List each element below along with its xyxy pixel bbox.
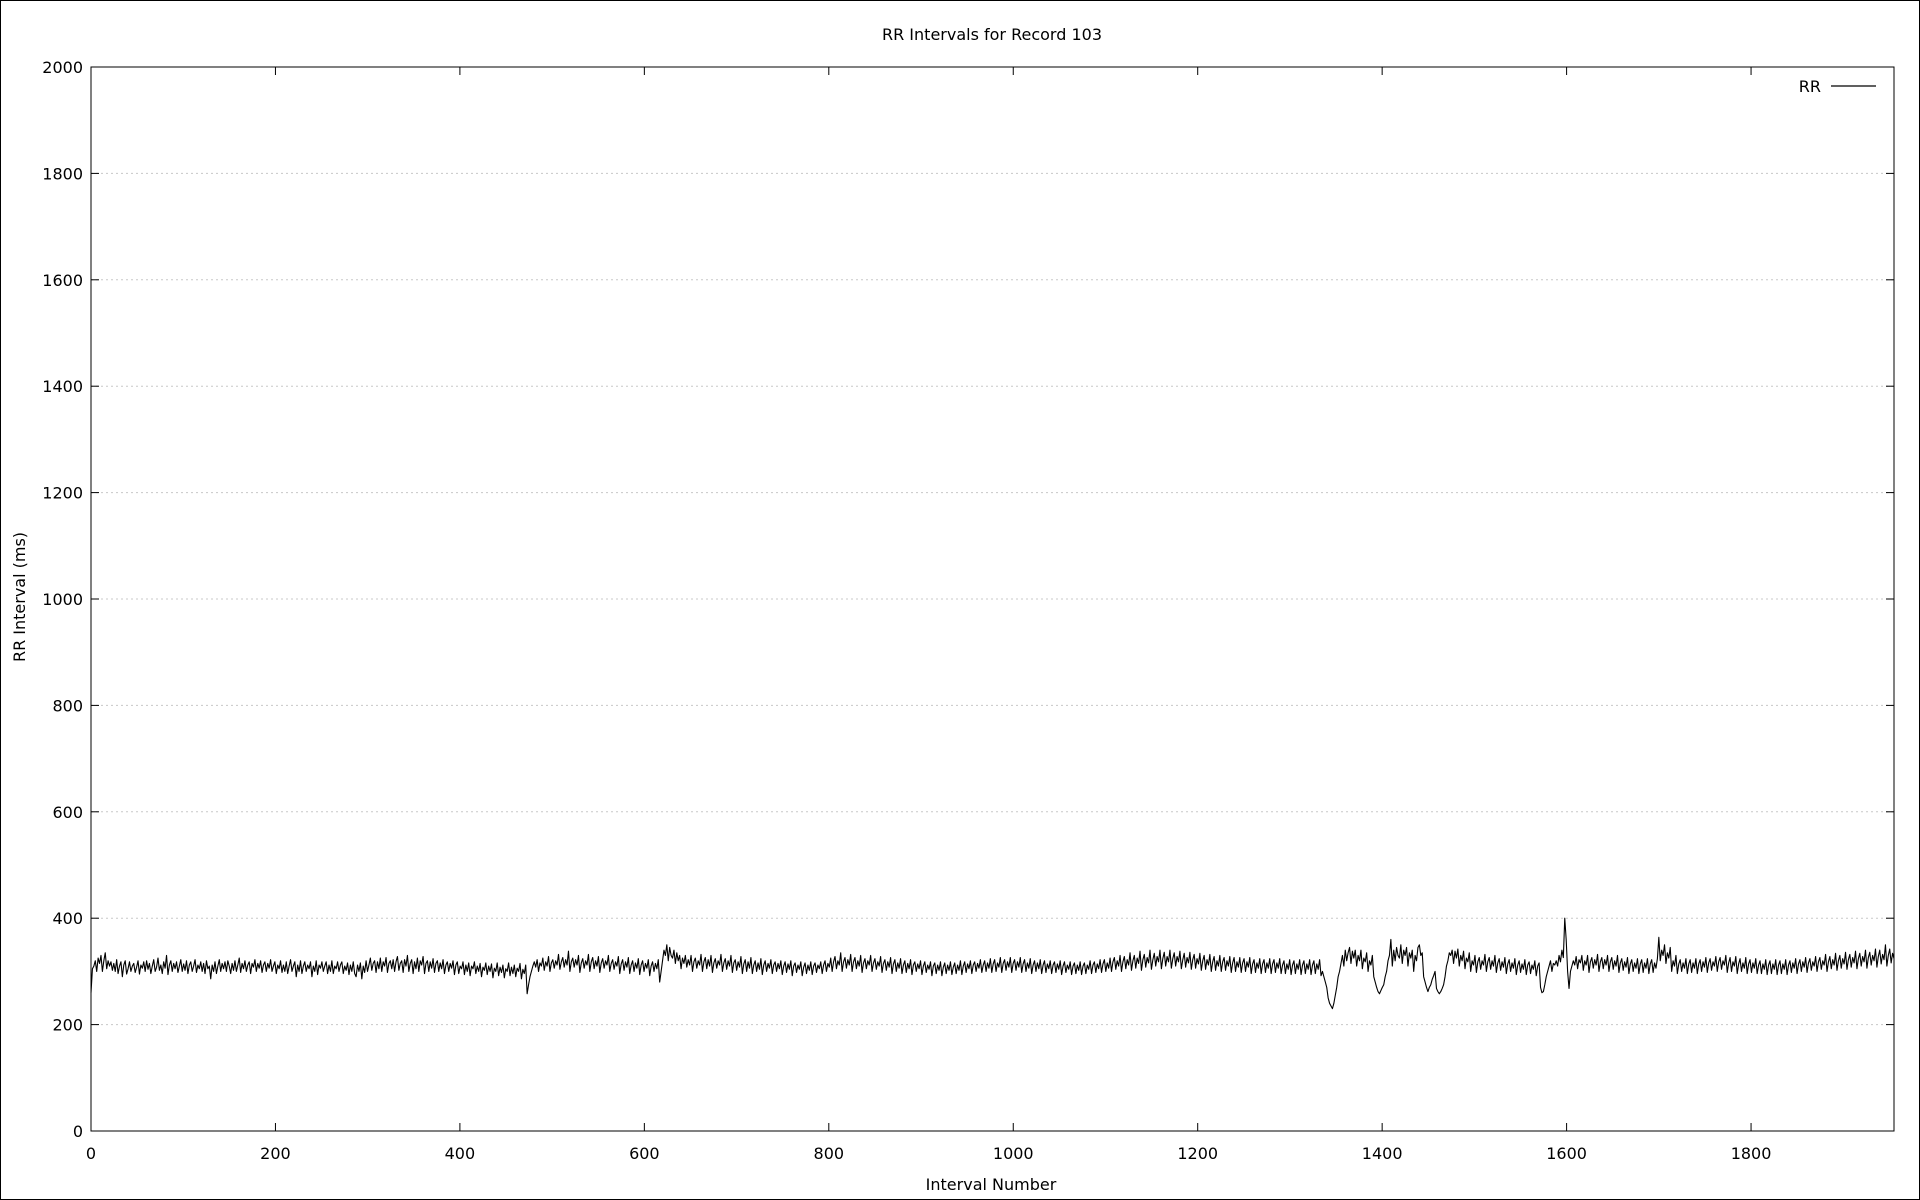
x-tick-label: 200	[260, 1144, 291, 1163]
plot-area-frame	[90, 66, 1895, 1132]
y-tick-label: 1200	[42, 484, 83, 503]
x-tick-label: 1200	[1177, 1144, 1218, 1163]
x-tick-label: 1800	[1731, 1144, 1772, 1163]
y-tick-label: 1400	[42, 377, 83, 396]
y-tick-label: 2000	[42, 58, 83, 77]
x-tick-label: 800	[814, 1144, 845, 1163]
series-layer	[90, 917, 1895, 1010]
x-tick-label: 1000	[993, 1144, 1034, 1163]
x-axis-label: Interval Number	[926, 1175, 1057, 1194]
y-tick-label: 1000	[42, 590, 83, 609]
y-tick-label: 600	[52, 803, 83, 822]
y-tick-label: 0	[73, 1122, 83, 1141]
x-tick-label: 400	[445, 1144, 476, 1163]
x-tick-label: 600	[629, 1144, 660, 1163]
x-tick-label: 0	[86, 1144, 96, 1163]
y-tick-label: 1800	[42, 164, 83, 183]
series-line-rr	[90, 917, 1895, 1010]
chart-title: RR Intervals for Record 103	[882, 25, 1102, 44]
x-tick-label: 1400	[1362, 1144, 1403, 1163]
y-tick-label: 800	[52, 696, 83, 715]
grid-lines	[91, 172, 1894, 1026]
legend: RR	[1799, 77, 1876, 96]
y-tick-label: 1600	[42, 271, 83, 290]
x-tick-label: 1600	[1546, 1144, 1587, 1163]
y-tick-label: 200	[52, 1016, 83, 1035]
y-axis-label: RR Interval (ms)	[10, 532, 29, 662]
axis-ticks: 0 200 400 600 800 1000 1200 1400 1600 1800 2000 0 20…	[42, 58, 1894, 1163]
legend-label-rr: RR	[1799, 77, 1821, 96]
y-tick-label: 400	[52, 909, 83, 928]
